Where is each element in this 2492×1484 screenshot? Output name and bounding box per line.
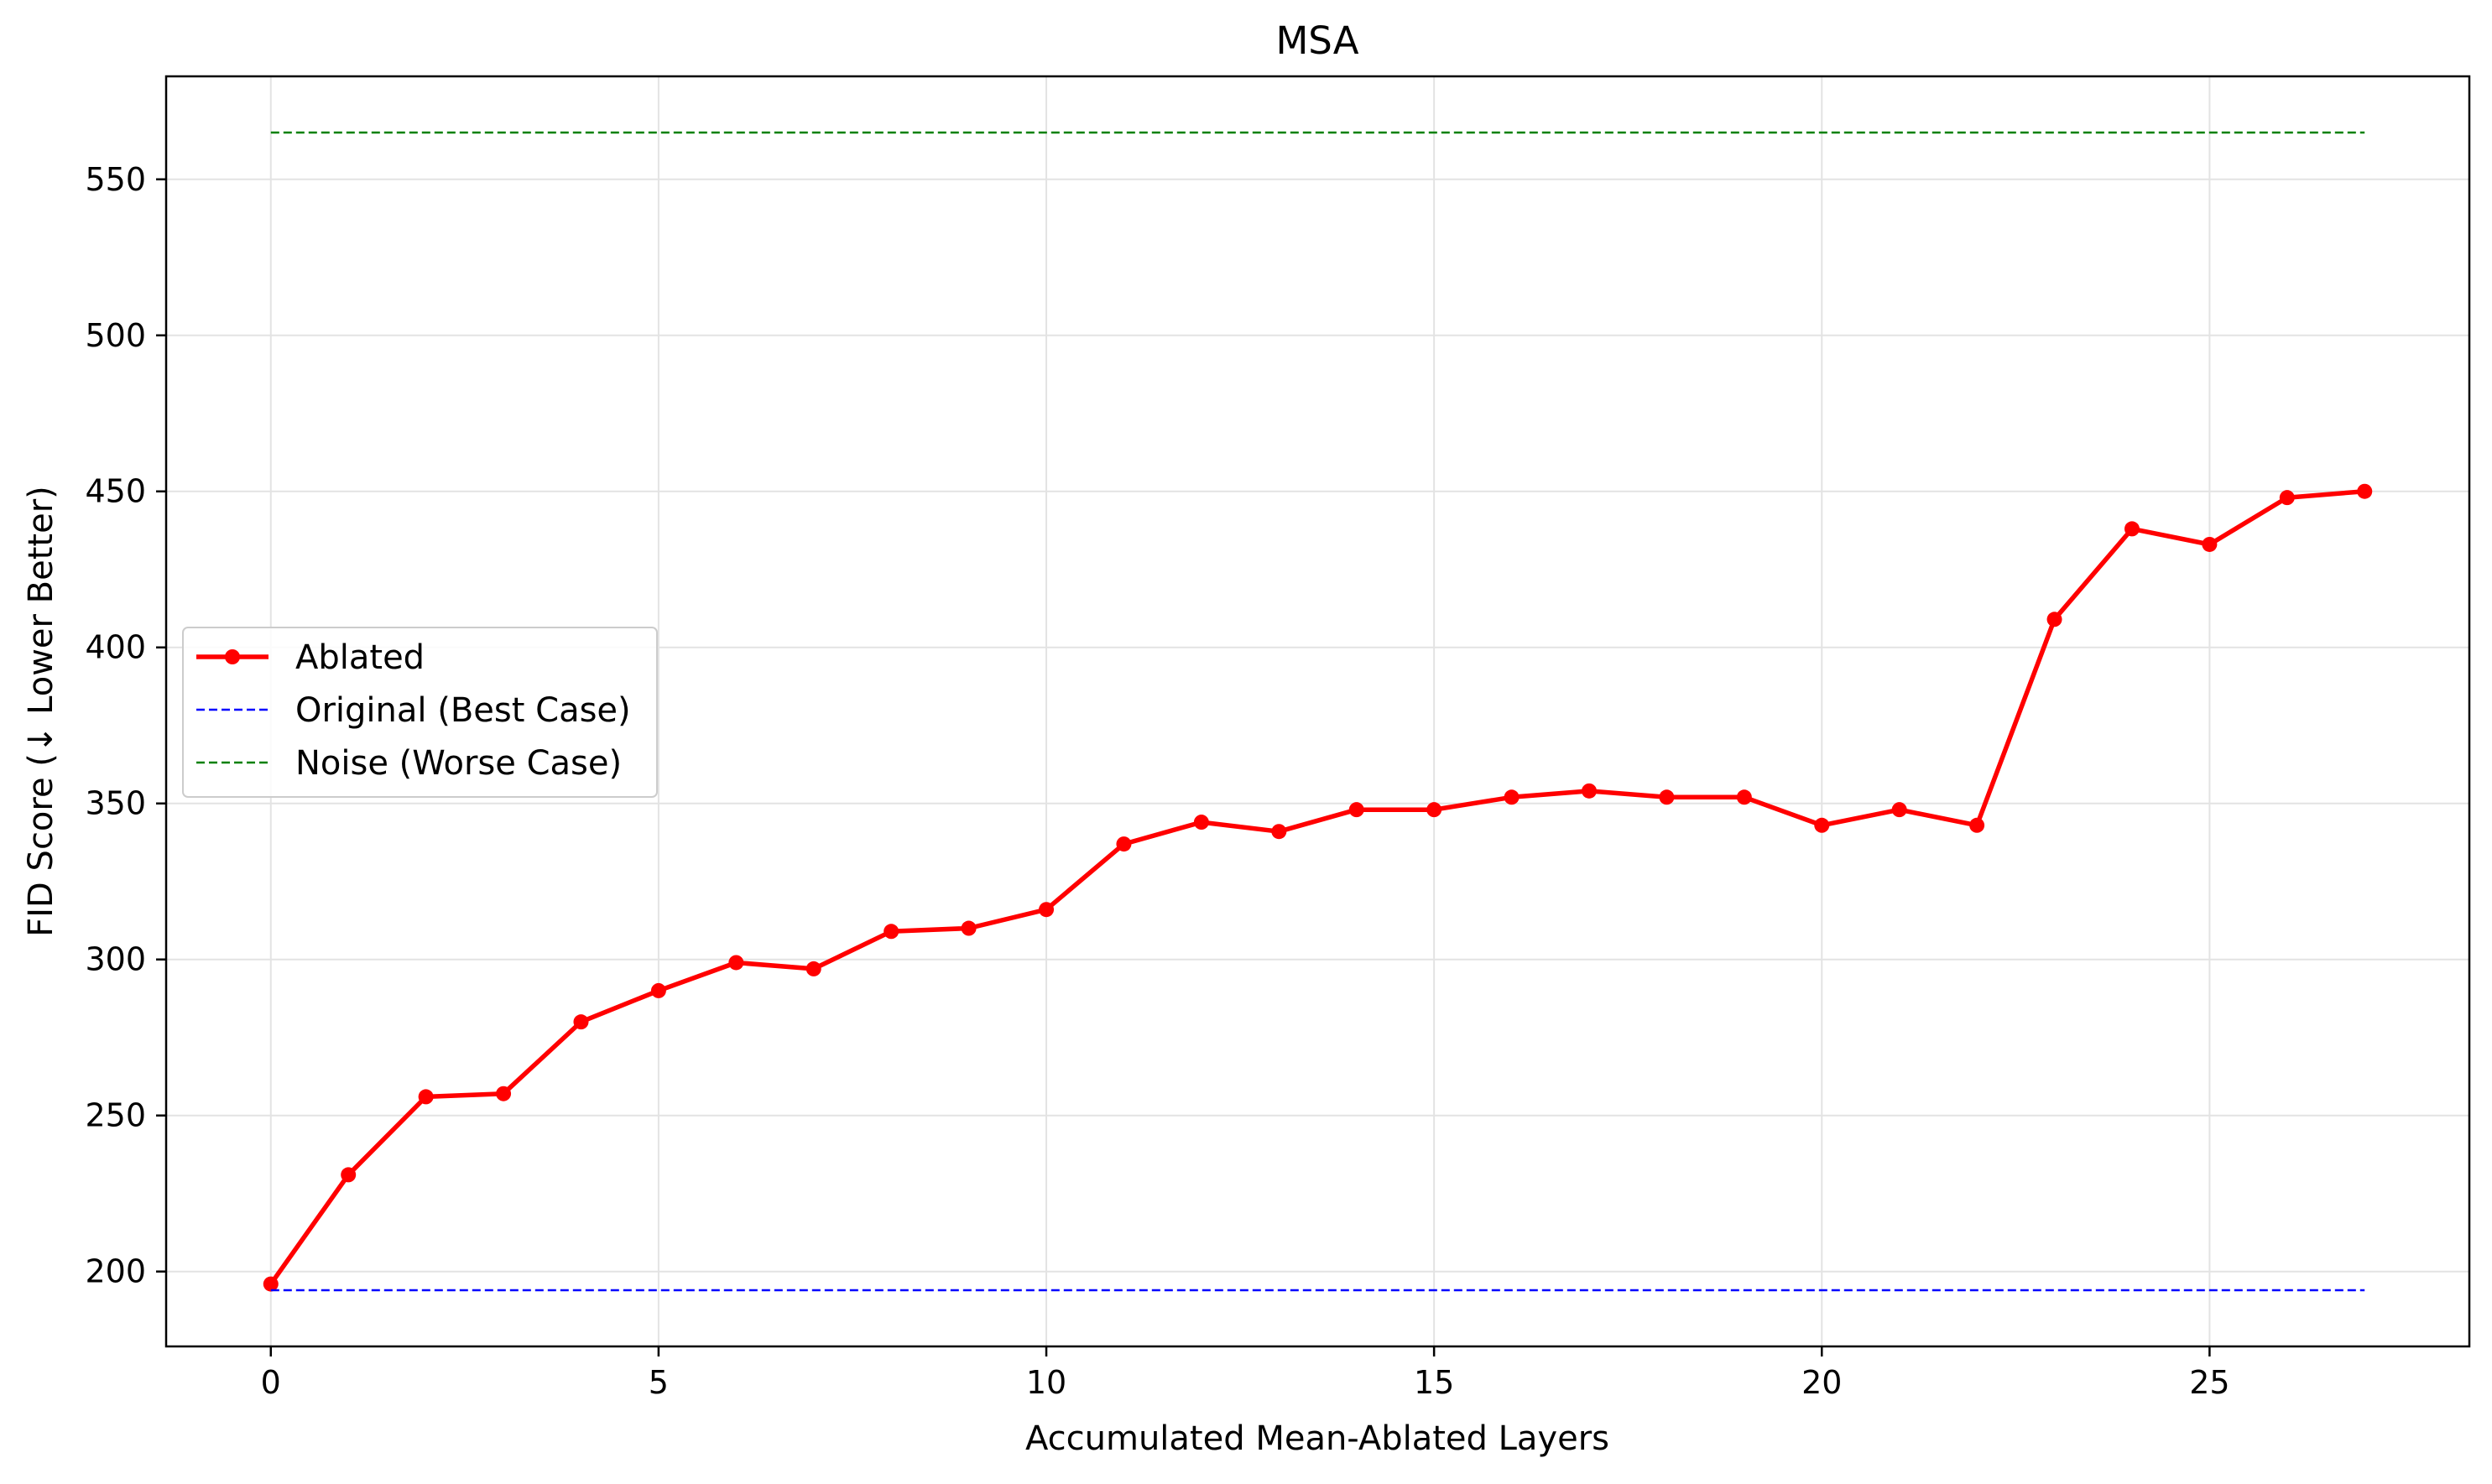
- data-point-ablated: [2357, 483, 2373, 499]
- legend-marker-ablated: [225, 649, 240, 664]
- x-tick-label: 20: [1801, 1364, 1842, 1401]
- data-point-ablated: [1891, 802, 1907, 818]
- y-axis-label: FID Score (↓ Lower Better): [22, 486, 60, 937]
- data-point-ablated: [1348, 802, 1364, 818]
- data-point-ablated: [2202, 536, 2218, 552]
- data-point-ablated: [1426, 802, 1442, 818]
- data-point-ablated: [884, 924, 899, 940]
- data-point-ablated: [496, 1086, 512, 1101]
- y-tick-label: 550: [85, 161, 146, 198]
- axis-ticks: 0 5 10 15 20 25 200 250 300 350 400 450 500 550: [85, 161, 2229, 1401]
- data-point-ablated: [1039, 902, 1055, 918]
- data-point-ablated: [1271, 824, 1287, 840]
- data-point-ablated: [573, 1014, 589, 1030]
- x-tick-label: 10: [1026, 1364, 1066, 1401]
- y-tick-label: 450: [85, 473, 146, 510]
- legend-box: [182, 627, 658, 798]
- x-axis-label: Accumulated Mean-Ablated Layers: [1025, 1419, 1609, 1458]
- series-line-ablated: [268, 488, 2365, 1286]
- y-tick-label: 400: [85, 629, 146, 666]
- data-point-ablated: [341, 1167, 357, 1183]
- grid-lines: [166, 76, 2469, 1346]
- y-tick-label: 200: [85, 1253, 146, 1290]
- chart-title: MSA: [1275, 18, 1358, 63]
- data-point-ablated: [728, 955, 744, 971]
- data-point-ablated: [2279, 490, 2295, 506]
- x-tick-label: 15: [1414, 1364, 1454, 1401]
- data-point-ablated: [1116, 836, 1132, 852]
- data-point-ablated: [961, 920, 977, 936]
- data-point-ablated: [263, 1276, 279, 1292]
- data-point-ablated: [1581, 783, 1597, 799]
- data-point-ablated: [418, 1089, 434, 1105]
- legend-label-ablated: Ablated: [295, 638, 425, 677]
- y-tick-label: 250: [85, 1097, 146, 1134]
- data-point-ablated: [805, 961, 821, 976]
- x-tick-label: 5: [649, 1364, 669, 1401]
- legend-label-original: Original (Best Case): [295, 691, 631, 730]
- y-tick-label: 300: [85, 941, 146, 978]
- data-point-ablated: [1814, 817, 1830, 833]
- x-tick-label: 0: [261, 1364, 281, 1401]
- y-tick-label: 500: [85, 317, 146, 354]
- data-point-ablated: [1193, 815, 1209, 831]
- data-point-ablated: [1659, 789, 1675, 805]
- y-tick-label: 350: [85, 785, 146, 822]
- data-point-ablated: [1969, 817, 1985, 833]
- data-point-ablated: [650, 982, 666, 998]
- legend-label-noise: Noise (Worse Case): [295, 744, 622, 783]
- legend: Ablated Original (Best Case) Noise (Wors…: [182, 627, 658, 798]
- data-point-ablated: [1504, 789, 1520, 805]
- plot-frame: [164, 75, 2471, 1348]
- x-tick-label: 25: [2189, 1364, 2229, 1401]
- data-point-ablated: [2046, 612, 2062, 627]
- data-point-ablated: [2124, 521, 2140, 537]
- series-layer: [263, 131, 2373, 1292]
- data-point-ablated: [1736, 789, 1752, 805]
